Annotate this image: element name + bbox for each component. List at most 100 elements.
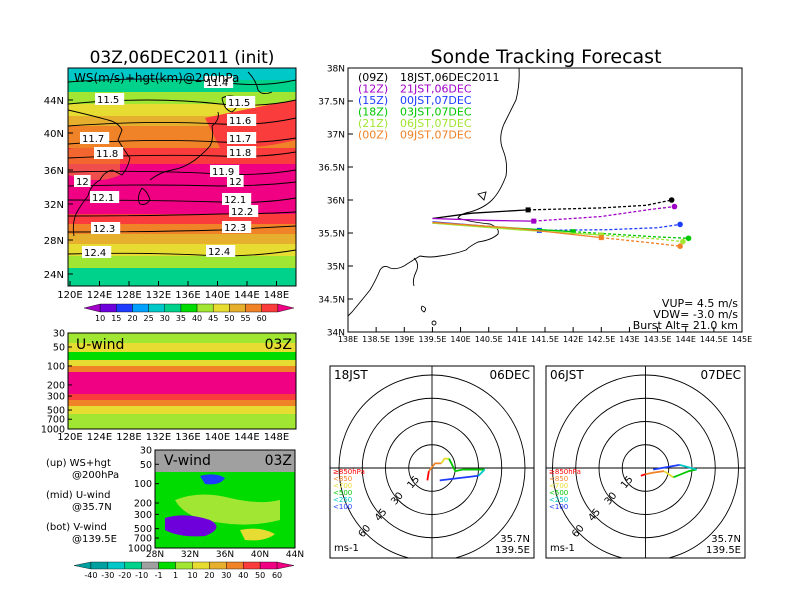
uwind-pressure-tick-label: 500 [47,406,65,417]
v-colorbar-swatch [90,561,109,570]
vwind-lat-tick-label: 44N [286,550,304,560]
v-pos-patch [175,494,280,525]
track-lat-tick-label: 37N [327,131,345,141]
map-lon-tick-label: 132E [146,290,171,301]
v-colorbar-swatch [175,561,193,570]
v-neg-patch-2 [200,474,225,485]
track-descent-line [528,199,672,211]
hodo-trace [663,470,674,479]
map-lat-ticks: 44N 40N 36N 32N 28N 24N [44,96,73,281]
legend-line-b: @35.7N [72,502,112,513]
track-lat-tick-label: 34N [327,329,345,339]
legend-line-a: (bot) V-wind [46,522,107,533]
uwind-lon-tick-label: 120E [57,432,82,443]
uwind-pressure-tick-label: 200 [47,380,65,391]
track-lon-ticks: 138E 138.5E 139E 139.5E 140E 140.5E 141E 141.5E… [338,327,752,344]
vwind-pressure-tick-label: 100 [134,479,152,490]
hodo-level-label: <100 [549,503,568,511]
contour-label-text: 12.1 [224,195,246,206]
track-ascent-line [432,209,529,220]
contour-label-text: 11.8 [96,149,118,160]
ws-colorbar-swatch [180,303,198,313]
hodo-date: 06DEC [490,368,530,382]
track-burst-marker [570,229,576,235]
track-lat-tick-label: 36.5N [318,164,345,174]
ws-band-10 [68,234,296,246]
v-colorbar-swatch [107,561,125,570]
hodo-date: 07DEC [701,368,741,382]
contour-label: 11.9 [210,165,240,178]
ws-colorbar-swatch [83,303,101,313]
burst-label: Burst Alt= 21.0 km [633,319,738,332]
contour-label-text: 12.2 [231,207,253,218]
vwind-pressure-tick-label: 500 [134,524,152,535]
track-lon-tick-label: 140.5E [475,335,503,344]
launch-jst: 06JST,07DEC [400,117,472,130]
ws-colorbar-label: 40 [192,314,202,323]
uwind-pressure-tick-label: 30 [53,329,65,340]
vwind-pressure-tick-label: 700 [134,534,152,545]
coast-lake [477,191,487,201]
legend-line-b: @139.5E [72,534,117,545]
track-lat-ticks: 38N 37.5N 37N 36.5N 36N 35.5N 35N 34.5N 34N [318,65,353,339]
map-lon-tick-label: 124E [87,290,112,301]
hodo-level-label: <250 [549,496,568,504]
v-colorbar-label: 40 [238,571,248,580]
track-burst-marker [531,218,537,224]
hodo-level-label: <850 [549,475,568,483]
track-descent-line [539,223,681,232]
contour-label: 11.8 [94,147,124,160]
map-lat-tick-label: 40N [44,129,64,140]
u-band-4 [68,360,296,368]
track-burst-marker [525,207,531,213]
coast-korea-china [68,109,131,237]
hodo-unit: ms-1 [334,543,359,554]
uwind-lon-tick-label: 136E [175,432,200,443]
ws-colorbar-label: 10 [95,314,105,323]
vup-label: VUP= 4.5 m/s [662,297,738,310]
vwind-frame [154,449,296,549]
ws-colorbar-swatch [148,303,165,313]
launch-jst: 18JST,06DEC2011 [400,71,500,84]
contour-label: 11.4 [204,76,234,89]
legend-line-b: @200hPa [72,470,119,481]
ws-colorbar-label: 25 [144,314,154,323]
v-colorbar-label: 30 [221,571,231,580]
v-colorbar-swatch [158,561,176,570]
uwind-pressure-tick-label: 300 [47,392,65,403]
track-lat-tick-label: 35N [327,263,345,273]
hodo-time: 18JST [334,368,368,382]
track-lon-tick-label: 140E [450,335,470,344]
ws-colorbar-label: 55 [240,314,250,323]
map-lon-tick-label: 128E [116,290,141,301]
hodo-trace [439,474,479,482]
hodo-loc-lon: 139.5E [495,545,530,556]
contour-label-text: 12.1 [92,193,114,204]
u-band-5 [68,366,296,374]
ws-colorbar-swatch [213,303,230,313]
hodo-trace [426,470,430,481]
v-colorbar-label: 60 [272,571,282,580]
hodo-level-label: <100 [333,503,352,511]
v-colorbar-label: 50 [255,571,265,580]
hodo-trace [477,468,486,477]
launch-utc: (09Z) [358,71,388,84]
contour-12-2 [68,211,296,217]
map-lat-tick-label: 36N [44,166,64,177]
hodo-trace [640,473,646,477]
uwind-pressure-tick-label: 100 [47,361,65,372]
uwind-lon-tick-label: 128E [116,432,141,443]
uwind-lon-tick-label: 132E [146,432,171,443]
map-lat-tick-label: 44N [44,96,64,107]
u-band-10 [68,414,296,429]
coast-izu-island [420,305,427,313]
vwind-lat-tick-label: 28N [146,550,164,560]
map-lon-ticks: 120E 124E 128E 132E 136E 140E 144E 148E [57,281,289,301]
ws-colorbar-swatch [132,303,149,313]
contour-label-text: 12.3 [224,223,246,234]
ws-colorbar-label: 45 [208,314,218,323]
hodo-trace [653,464,680,471]
